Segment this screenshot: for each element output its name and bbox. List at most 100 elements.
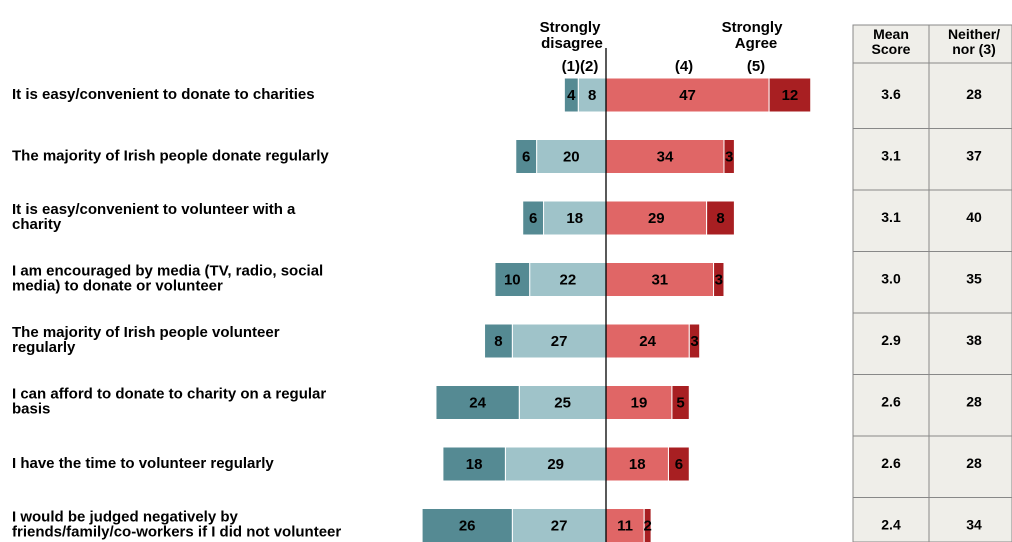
category-label: The majority of Irish people donate regu… bbox=[12, 148, 329, 165]
data-label: 24 bbox=[469, 395, 486, 412]
category-label-line: It is easy/convenient to volunteer with … bbox=[12, 201, 296, 218]
table-header: Mean Score bbox=[872, 26, 911, 57]
category-label-line: regularly bbox=[12, 339, 76, 356]
table-cell-neither: 40 bbox=[966, 209, 982, 225]
data-label: 47 bbox=[679, 87, 696, 104]
category-label-line: charity bbox=[12, 216, 62, 233]
category-label-line: The majority of Irish people volunteer bbox=[12, 324, 280, 341]
data-label: 12 bbox=[782, 87, 799, 104]
category-label-line: I am encouraged by media (TV, radio, soc… bbox=[12, 263, 323, 280]
table-background bbox=[852, 24, 1012, 542]
data-label: 29 bbox=[648, 210, 665, 227]
data-label: 18 bbox=[466, 456, 483, 473]
category-label-line: I would be judged negatively by bbox=[12, 509, 239, 526]
table-cell-neither: 35 bbox=[966, 271, 982, 287]
bar-agree-5 bbox=[688, 323, 701, 359]
bar-agree-5 bbox=[643, 508, 652, 542]
data-label: 24 bbox=[639, 333, 656, 350]
table-header-line: Mean bbox=[873, 26, 909, 42]
data-label: 25 bbox=[554, 395, 571, 412]
table-header: Neither/nor (3) bbox=[948, 26, 1000, 57]
category-label: It is easy/convenient to volunteer with … bbox=[12, 201, 296, 233]
data-label: 6 bbox=[675, 456, 683, 473]
category-label: It is easy/convenient to donate to chari… bbox=[12, 86, 315, 103]
header-strongly-disagree: disagree bbox=[541, 35, 603, 52]
category-label-line: basis bbox=[12, 401, 50, 418]
header-disagree-codes: (1)(2) bbox=[562, 58, 599, 75]
bar-disagree-2 bbox=[511, 323, 607, 359]
header-strongly-agree: Strongly bbox=[722, 19, 783, 36]
table-header-line: Score bbox=[872, 41, 911, 57]
data-label: 18 bbox=[566, 210, 583, 227]
table-cell-neither: 37 bbox=[966, 148, 982, 164]
category-label: The majority of Irish people volunteer re… bbox=[12, 324, 280, 356]
table-cell-mean-score: 3.0 bbox=[881, 271, 901, 287]
table-cell-mean-score: 2.9 bbox=[881, 332, 901, 348]
bar-disagree-1 bbox=[442, 446, 506, 482]
header-agree-code-4: (4) bbox=[675, 58, 693, 75]
bar-disagree-1 bbox=[494, 262, 531, 297]
bar-disagree-2 bbox=[518, 385, 607, 420]
data-label: 8 bbox=[716, 210, 724, 227]
table-cell-neither: 28 bbox=[966, 455, 982, 471]
bar-agree-4 bbox=[605, 323, 690, 359]
bar-agree-4 bbox=[605, 508, 645, 542]
bar-agree-5 bbox=[667, 446, 690, 482]
bar-disagree-1 bbox=[563, 77, 579, 113]
category-label: I can afford to donate to charity on a r… bbox=[12, 386, 326, 418]
category-label: I am encouraged by media (TV, radio, soc… bbox=[12, 263, 323, 295]
bar-agree-4 bbox=[605, 139, 725, 174]
data-label: 34 bbox=[657, 149, 674, 166]
bar-agree-5 bbox=[706, 200, 735, 236]
table-cell-mean-score: 2.4 bbox=[881, 517, 901, 533]
category-label-line: media) to donate or volunteer bbox=[12, 278, 223, 295]
table-header-line: nor (3) bbox=[952, 41, 996, 57]
data-label: 29 bbox=[547, 456, 564, 473]
data-label: 22 bbox=[559, 272, 576, 289]
data-label: 3 bbox=[715, 272, 723, 289]
bar-agree-4 bbox=[605, 200, 708, 236]
bar-agree-4 bbox=[605, 385, 673, 420]
data-label: 6 bbox=[529, 210, 537, 227]
category-label-line: I can afford to donate to charity on a r… bbox=[12, 386, 326, 403]
header-agree-code-5: (5) bbox=[747, 58, 765, 75]
data-label: 8 bbox=[494, 333, 502, 350]
bar-agree-5 bbox=[671, 385, 690, 420]
category-labels-layer: It is easy/convenient to donate to chari… bbox=[12, 86, 341, 541]
bar-disagree-1 bbox=[421, 508, 513, 542]
bar-disagree-2 bbox=[511, 508, 607, 542]
bar-disagree-1 bbox=[515, 139, 538, 174]
header-strongly-disagree: Strongly bbox=[540, 19, 601, 36]
data-label: 8 bbox=[588, 87, 596, 104]
data-label: 20 bbox=[563, 149, 580, 166]
bar-agree-5 bbox=[723, 139, 735, 174]
table-cell-mean-score: 3.6 bbox=[881, 86, 901, 102]
data-label: 27 bbox=[551, 333, 568, 350]
bar-agree-5 bbox=[713, 262, 725, 297]
data-label: 5 bbox=[676, 395, 684, 412]
table-cell-neither: 38 bbox=[966, 332, 982, 348]
category-label: I would be judged negatively by friends/f… bbox=[12, 509, 341, 541]
table-cell-neither: 34 bbox=[966, 517, 982, 533]
data-label: 27 bbox=[551, 518, 568, 535]
summary-table: Mean Score Neither/nor (3) 3.6 28 3.1 37 3.1 40 3… bbox=[852, 24, 1012, 542]
table-cell-mean-score: 2.6 bbox=[881, 394, 901, 410]
category-label-line: I have the time to volunteer regularly bbox=[12, 455, 274, 472]
table-cell-mean-score: 3.1 bbox=[881, 209, 901, 225]
bar-disagree-1 bbox=[522, 200, 545, 236]
data-label: 6 bbox=[522, 149, 530, 166]
header-strongly-agree: Agree bbox=[735, 35, 778, 52]
data-label: 4 bbox=[567, 87, 576, 104]
table-cell-mean-score: 2.6 bbox=[881, 455, 901, 471]
bar-agree-5 bbox=[768, 77, 812, 113]
category-label-line: It is easy/convenient to donate to chari… bbox=[12, 86, 315, 103]
bar-disagree-2 bbox=[536, 139, 607, 174]
bar-disagree-2 bbox=[543, 200, 607, 236]
data-label: 26 bbox=[459, 518, 476, 535]
data-label: 31 bbox=[651, 272, 668, 289]
category-label-line: friends/family/co-workers if I did not v… bbox=[12, 524, 341, 541]
data-label: 19 bbox=[631, 395, 648, 412]
table-cell-neither: 28 bbox=[966, 394, 982, 410]
